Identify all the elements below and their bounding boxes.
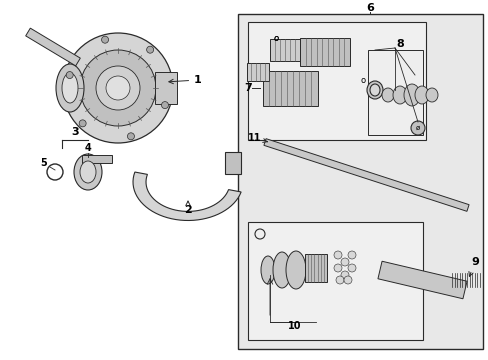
Circle shape [79, 120, 86, 127]
Circle shape [333, 251, 341, 259]
Text: ø: ø [415, 125, 419, 131]
Ellipse shape [63, 33, 173, 143]
Bar [262, 71, 317, 105]
Ellipse shape [106, 76, 130, 100]
Ellipse shape [410, 121, 424, 135]
Circle shape [127, 133, 134, 140]
Text: 6: 6 [366, 3, 373, 13]
Text: 7: 7 [244, 83, 251, 93]
Circle shape [146, 46, 153, 53]
Circle shape [340, 271, 348, 279]
Circle shape [343, 276, 351, 284]
Circle shape [66, 72, 73, 78]
Ellipse shape [403, 84, 419, 106]
Text: 2: 2 [184, 201, 191, 215]
Text: 1: 1 [168, 75, 202, 85]
Circle shape [347, 264, 355, 272]
Bar [238, 14, 482, 349]
Polygon shape [377, 261, 466, 299]
Ellipse shape [261, 256, 274, 284]
Text: 9: 9 [468, 257, 478, 276]
Ellipse shape [56, 64, 84, 112]
Polygon shape [264, 139, 468, 211]
Text: o: o [273, 33, 278, 42]
Circle shape [333, 264, 341, 272]
Text: 11: 11 [248, 133, 267, 143]
Bar [299, 38, 349, 66]
Text: 3: 3 [71, 127, 79, 137]
Ellipse shape [285, 251, 305, 289]
Ellipse shape [366, 81, 382, 99]
Polygon shape [133, 172, 241, 220]
Ellipse shape [272, 252, 290, 288]
Ellipse shape [369, 84, 379, 96]
Text: 8: 8 [395, 39, 403, 49]
Ellipse shape [80, 50, 156, 126]
Ellipse shape [80, 161, 96, 183]
Ellipse shape [74, 154, 102, 190]
Bar [367, 50, 422, 135]
Bar [246, 63, 268, 81]
Circle shape [335, 276, 343, 284]
Text: 10: 10 [287, 321, 301, 331]
Circle shape [102, 36, 108, 43]
Bar [247, 222, 422, 340]
Ellipse shape [96, 66, 140, 110]
Circle shape [347, 251, 355, 259]
Bar [269, 39, 299, 61]
Text: o: o [273, 33, 278, 42]
Bar [305, 254, 326, 282]
Text: 4: 4 [84, 143, 91, 153]
Bar [247, 22, 425, 140]
Bar [82, 155, 112, 163]
Ellipse shape [381, 88, 393, 102]
Ellipse shape [425, 88, 437, 102]
Text: o: o [360, 76, 365, 85]
Bar [224, 152, 241, 174]
Ellipse shape [62, 73, 78, 103]
Circle shape [340, 258, 348, 266]
Circle shape [161, 102, 168, 109]
Bar [155, 72, 177, 104]
Ellipse shape [392, 86, 406, 104]
Text: 5: 5 [41, 158, 47, 168]
Ellipse shape [414, 86, 428, 104]
Polygon shape [26, 28, 80, 66]
